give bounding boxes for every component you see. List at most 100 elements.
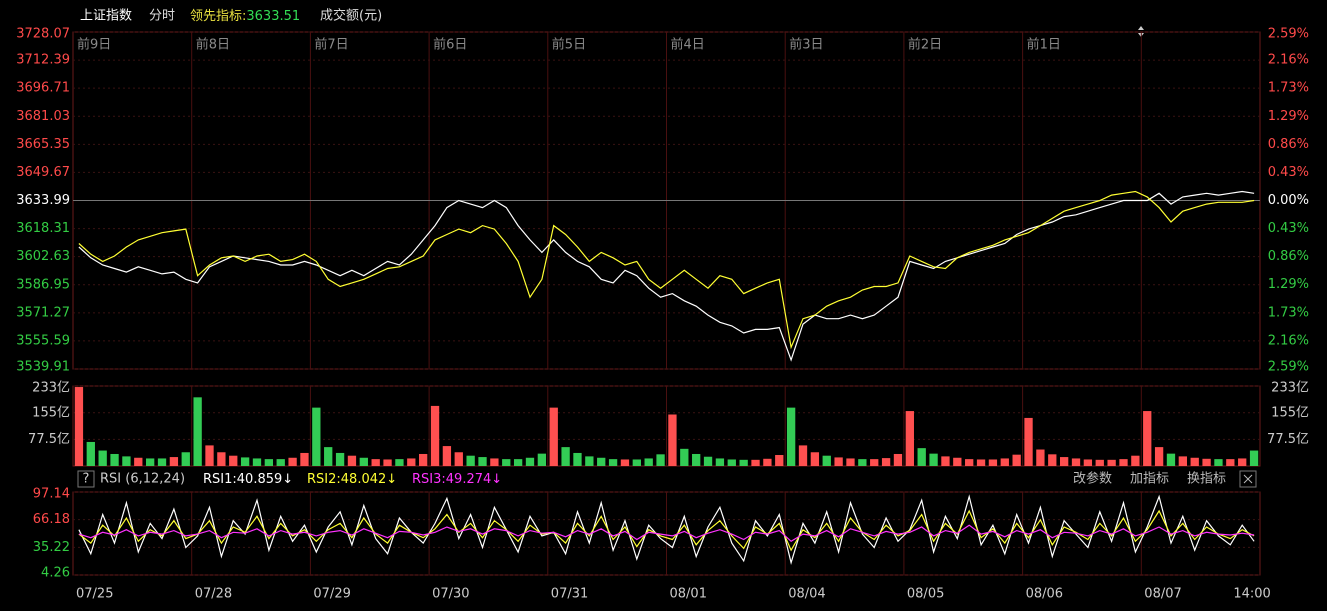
day-label: 前9日 — [77, 37, 111, 53]
volume-bar — [407, 458, 416, 466]
volume-bar — [466, 455, 475, 466]
y2-tick-label: 0.86% — [1268, 249, 1309, 264]
indicator-label: 领先指标: — [190, 9, 246, 24]
rsi-legend: RSI2:48.042↓ — [307, 472, 397, 487]
volume-bar — [1131, 455, 1140, 466]
volume-bar — [169, 457, 179, 466]
close-button[interactable] — [1239, 470, 1257, 488]
volume-bar — [110, 453, 119, 466]
volume-bar — [359, 457, 368, 466]
volume-bar — [1036, 449, 1045, 466]
close-box[interactable] — [1239, 470, 1257, 488]
y-tick-label: 3539.91 — [16, 360, 70, 375]
volume-bar — [905, 411, 914, 466]
volume-bar — [181, 452, 190, 466]
y2-tick-label: 2.59% — [1268, 27, 1309, 42]
volume-bar — [763, 458, 772, 466]
y-tick-label: 3555.59 — [16, 333, 70, 348]
y-tick-label: 3696.71 — [16, 81, 70, 96]
toolbar-button[interactable]: 改参数 — [1073, 471, 1112, 487]
y-tick-label: 3681.03 — [16, 109, 70, 124]
volume-bar — [1059, 457, 1069, 466]
volume-bar — [656, 454, 665, 466]
volume-bar — [692, 453, 701, 466]
y2-tick-label: 1.29% — [1268, 109, 1309, 124]
volume-bar — [739, 459, 748, 466]
volume-bar — [1095, 459, 1104, 466]
x-tick-label: 08/07 — [1144, 587, 1181, 602]
y2-tick-label: 2.16% — [1268, 52, 1309, 67]
volume-bar — [929, 453, 938, 466]
volume-bar — [205, 445, 214, 466]
volume-bar — [810, 452, 820, 466]
volume-bar — [632, 459, 641, 466]
volume-bar — [585, 456, 594, 466]
y-tick-label: 3602.63 — [16, 249, 70, 264]
y-tick-label-right: 233亿 — [1271, 381, 1309, 396]
volume-bar — [893, 453, 903, 466]
volume-bar — [430, 405, 440, 466]
volume-bar — [1178, 456, 1187, 466]
volume-bar — [822, 455, 831, 466]
help-box[interactable] — [77, 470, 95, 488]
x-tick-label: 08/01 — [670, 587, 707, 602]
y-tick-label-right: 77.5亿 — [1267, 432, 1309, 447]
y-tick-label: 3665.35 — [16, 137, 70, 152]
y2-tick-label: 1.29% — [1268, 277, 1309, 292]
y2-tick-label: 1.73% — [1268, 306, 1309, 321]
volume-bar — [703, 456, 713, 466]
volume-bar — [680, 448, 689, 466]
x-tick-label: 07/25 — [76, 587, 113, 602]
volume-bar — [620, 459, 630, 466]
series-line — [78, 509, 1255, 552]
volume-bar — [751, 459, 760, 466]
volume-bar — [1083, 459, 1093, 466]
rsi-name: RSI3: — [412, 472, 446, 487]
volume-bar — [276, 459, 285, 466]
close-x — [1243, 474, 1253, 484]
volume-bar — [264, 459, 274, 466]
rsi-trend: ↓ — [386, 472, 397, 487]
toolbar-button[interactable]: 换指标 — [1187, 472, 1226, 487]
volume-bar — [157, 458, 167, 466]
volume-bar — [442, 446, 452, 466]
y2-tick-label: 1.73% — [1268, 80, 1309, 95]
volume-bar — [122, 456, 131, 466]
volume-bar — [86, 441, 95, 466]
chart-mode[interactable]: 分时 — [149, 9, 175, 24]
volume-bar — [1190, 457, 1199, 466]
volume-bar — [513, 459, 523, 466]
volume-bar — [454, 452, 463, 466]
x-tick-label: 07/28 — [195, 587, 232, 602]
day-label: 前5日 — [552, 37, 586, 53]
y2-tick-label: 0.43% — [1268, 221, 1309, 236]
indicator-readout: 领先指标:3633.51 — [190, 9, 300, 24]
volume-bar — [668, 414, 677, 466]
volume-bar — [988, 459, 998, 466]
volume-bar — [383, 459, 392, 466]
volume-bar — [786, 407, 796, 466]
day-label: 前4日 — [671, 37, 705, 53]
y-tick-label: 77.5亿 — [28, 432, 70, 447]
volume-bar — [727, 459, 736, 466]
volume-bar — [1024, 417, 1033, 466]
symbol-name: 上证指数 — [80, 9, 132, 24]
volume-bar — [217, 452, 226, 466]
volume-bar — [775, 455, 784, 466]
toolbar-button[interactable]: 加指标 — [1130, 472, 1169, 487]
y-tick-label: 66.18 — [33, 512, 70, 527]
volume-bar — [573, 452, 582, 466]
volume-bar — [1000, 458, 1009, 466]
y2-tick-label: 2.59% — [1268, 360, 1309, 375]
volume-bar — [1071, 458, 1081, 466]
y2-tick-label: 0.43% — [1268, 165, 1309, 180]
volume-bar — [300, 452, 309, 466]
volume-bar — [146, 458, 155, 466]
help-button[interactable]: ? — [83, 472, 90, 487]
indicator-title: RSI (6,12,24) — [100, 472, 185, 487]
volume-bar — [312, 407, 321, 466]
volume-bar — [941, 456, 950, 466]
indicator-value: 3633.51 — [246, 9, 300, 24]
